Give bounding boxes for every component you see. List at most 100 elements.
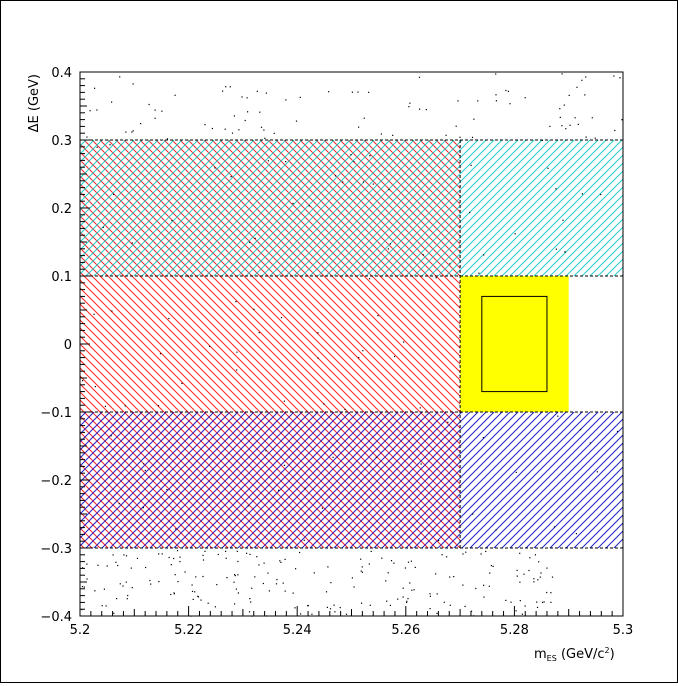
scatter-point — [387, 572, 389, 574]
scatter-point — [111, 310, 113, 312]
scatter-point — [234, 603, 236, 605]
scatter-point — [393, 562, 395, 564]
scatter-point — [191, 590, 194, 592]
scatter-point — [249, 241, 251, 243]
scatter-point — [529, 557, 531, 559]
scatter-point — [111, 101, 113, 103]
scatter-point — [389, 604, 391, 606]
scatter-point — [150, 583, 152, 585]
scatter-point — [435, 277, 437, 279]
scatter-point — [362, 181, 364, 183]
scatter-point — [284, 590, 286, 592]
scatter-point — [334, 175, 337, 177]
x-axis-label-unit: (GeV/c — [557, 647, 605, 662]
scatter-point — [263, 562, 265, 564]
scatter-point — [248, 611, 251, 613]
scatter-point — [94, 386, 96, 388]
scatter-point — [549, 125, 551, 127]
scatter-point — [509, 103, 511, 105]
scatter-point — [265, 92, 267, 94]
scatter-point — [295, 568, 297, 570]
scatter-point — [250, 601, 252, 603]
x-axis-label: mES (GeV/c2) — [534, 646, 615, 663]
scatter-point — [546, 567, 548, 569]
scatter-point — [363, 117, 365, 119]
scatter-point — [413, 589, 415, 591]
scatter-point — [492, 565, 494, 567]
scatter-point — [256, 90, 258, 92]
scatter-point — [449, 576, 451, 578]
scatter-point — [235, 301, 237, 303]
scatter-point — [299, 96, 301, 98]
scatter-point — [516, 575, 518, 577]
scatter-point — [140, 123, 142, 125]
scatter-point — [173, 557, 175, 560]
scatter-point — [127, 594, 129, 597]
scatter-point — [236, 369, 238, 371]
scatter-point — [168, 556, 170, 559]
scatter-point — [507, 90, 509, 92]
scatter-point — [389, 243, 391, 245]
scatter-point — [83, 586, 85, 588]
x-axis-label-unit-close: ) — [610, 647, 615, 662]
scatter-point — [166, 138, 169, 140]
scatter-point — [321, 507, 323, 509]
scatter-point — [126, 598, 128, 600]
scatter-point — [453, 576, 455, 578]
scatter-point — [86, 578, 88, 580]
scatter-point — [279, 560, 281, 562]
scatter-point — [409, 582, 411, 584]
scatter-point — [358, 126, 360, 128]
scatter-point — [350, 154, 352, 156]
scatter-point — [237, 560, 239, 563]
scatter-point — [233, 581, 235, 583]
scatter-point — [589, 442, 591, 444]
scatter-point — [103, 588, 105, 590]
scatter-point — [308, 205, 310, 207]
scatter-point — [436, 593, 438, 595]
scatter-point — [122, 585, 124, 587]
scatter-point — [124, 405, 126, 407]
scatter-point — [515, 610, 517, 612]
scatter-point — [368, 563, 370, 565]
scatter-point — [329, 608, 332, 610]
scatter-point — [94, 590, 96, 592]
scatter-point — [446, 556, 448, 558]
scatter-point — [246, 552, 248, 554]
scatter-point — [495, 94, 497, 96]
scatter-point — [173, 593, 175, 595]
scatter-point — [131, 587, 133, 589]
scatter-point — [519, 552, 521, 554]
scatter-point — [225, 550, 227, 552]
scatter-point — [445, 134, 447, 136]
scatter-point — [237, 592, 239, 594]
scatter-point — [187, 275, 189, 277]
scatter-point — [254, 237, 256, 239]
y-tick-label: −0.3 — [40, 542, 72, 557]
scatter-point — [388, 188, 390, 191]
scatter-point — [422, 254, 424, 256]
scatter-point — [358, 357, 360, 359]
x-tick-label: 5.24 — [283, 623, 312, 638]
scatter-point — [214, 606, 216, 608]
scatter-point — [149, 579, 151, 582]
scatter-point — [459, 136, 461, 138]
scatter-point — [443, 601, 445, 603]
scatter-point — [596, 471, 598, 473]
scatter-point — [390, 560, 393, 562]
scatter-point — [283, 400, 285, 402]
scatter-point — [619, 77, 621, 79]
scatter-point — [541, 601, 544, 603]
scatter-point — [265, 450, 267, 452]
scatter-point — [351, 577, 353, 579]
scatter-point — [276, 579, 278, 581]
scatter-point — [131, 242, 133, 244]
scatter-point — [267, 572, 269, 574]
scatter-point — [397, 598, 399, 600]
scatter-point — [375, 456, 377, 458]
scatter-point — [621, 119, 623, 121]
x-tick-label: 5.22 — [174, 623, 203, 638]
scatter-point — [234, 575, 236, 577]
scatter-point — [247, 111, 249, 113]
